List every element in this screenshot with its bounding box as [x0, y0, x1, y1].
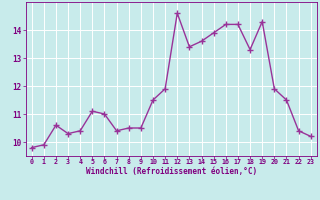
- X-axis label: Windchill (Refroidissement éolien,°C): Windchill (Refroidissement éolien,°C): [86, 167, 257, 176]
